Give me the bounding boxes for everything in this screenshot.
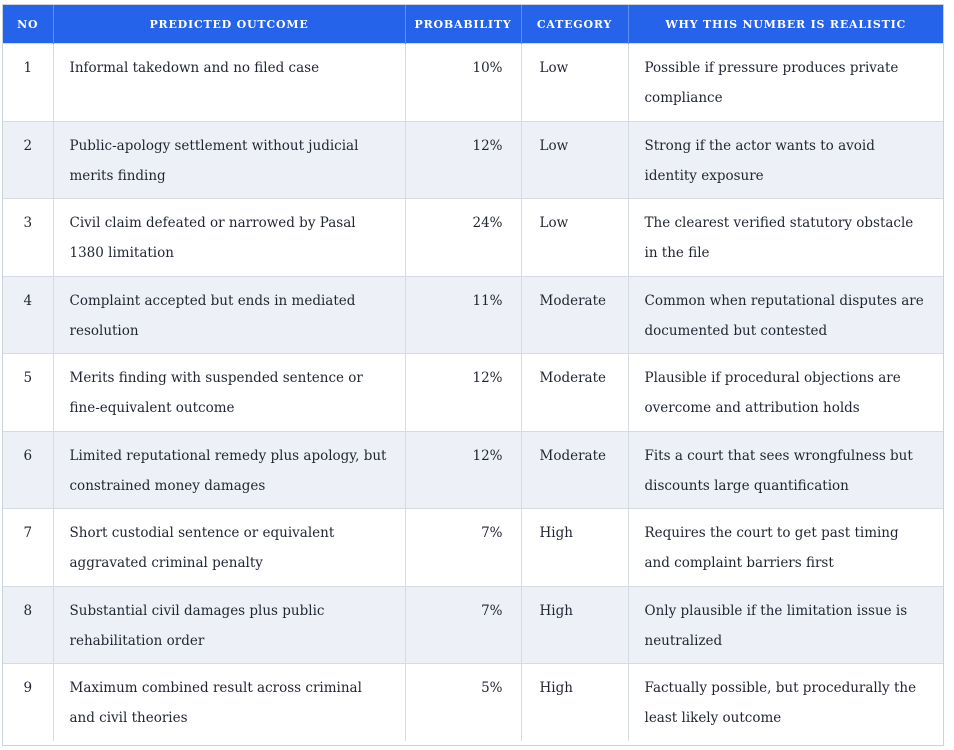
cell-probability: 7% — [405, 508, 522, 586]
cell-category: High — [521, 508, 629, 586]
table-row: 9 Maximum combined result across crimina… — [3, 663, 943, 741]
cell-outcome: Public-apology settlement without judici… — [53, 120, 406, 199]
cell-why: The clearest verified statutory obstacle… — [628, 198, 943, 276]
cell-category: Moderate — [521, 353, 629, 431]
cell-no: 5 — [3, 353, 54, 431]
cell-category: Moderate — [521, 275, 629, 354]
cell-no: 3 — [3, 198, 54, 276]
table-row: 5 Merits finding with suspended sentence… — [3, 353, 943, 431]
cell-probability: 12% — [405, 353, 522, 431]
cell-category: Low — [521, 43, 629, 121]
cell-outcome: Complaint accepted but ends in mediated … — [53, 275, 406, 354]
table-row: 8 Substantial civil damages plus public … — [3, 585, 943, 664]
cell-probability: 11% — [405, 275, 522, 354]
table-row: 2 Public-apology settlement without judi… — [3, 120, 943, 199]
cell-probability: 7% — [405, 585, 522, 664]
header-category[interactable]: CATEGORY — [521, 5, 629, 44]
cell-category: Low — [521, 120, 629, 199]
cell-outcome: Short custodial sentence or equivalent a… — [53, 508, 406, 586]
table-row: 1 Informal takedown and no filed case 10… — [3, 43, 943, 121]
outcomes-table-container: NO PREDICTED OUTCOME PROBABILITY CATEGOR… — [2, 4, 944, 746]
cell-why: Fits a court that sees wrongfulness but … — [628, 430, 943, 509]
cell-probability: 24% — [405, 198, 522, 276]
cell-outcome: Merits finding with suspended sentence o… — [53, 353, 406, 431]
cell-outcome: Informal takedown and no filed case — [53, 43, 406, 121]
cell-probability: 5% — [405, 663, 522, 741]
cell-outcome: Substantial civil damages plus public re… — [53, 585, 406, 664]
cell-why: Possible if pressure produces private co… — [628, 43, 943, 121]
cell-why: Only plausible if the limitation issue i… — [628, 585, 943, 664]
cell-why: Factually possible, but procedurally the… — [628, 663, 943, 741]
table-row: 6 Limited reputational remedy plus apolo… — [3, 430, 943, 509]
table-row: 7 Short custodial sentence or equivalent… — [3, 508, 943, 586]
cell-category: High — [521, 585, 629, 664]
table-row: 3 Civil claim defeated or narrowed by Pa… — [3, 198, 943, 276]
cell-why: Plausible if procedural objections are o… — [628, 353, 943, 431]
cell-probability: 12% — [405, 430, 522, 509]
cell-category: Low — [521, 198, 629, 276]
cell-probability: 10% — [405, 43, 522, 121]
cell-why: Requires the court to get past timing an… — [628, 508, 943, 586]
cell-outcome: Maximum combined result across criminal … — [53, 663, 406, 741]
cell-no: 6 — [3, 430, 54, 509]
cell-why: Common when reputational disputes are do… — [628, 275, 943, 354]
table-header-row: NO PREDICTED OUTCOME PROBABILITY CATEGOR… — [3, 5, 943, 44]
cell-no: 2 — [3, 120, 54, 199]
header-why-realistic[interactable]: WHY THIS NUMBER IS REALISTIC — [628, 5, 943, 44]
header-no[interactable]: NO — [3, 5, 54, 44]
cell-probability: 12% — [405, 120, 522, 199]
cell-outcome: Civil claim defeated or narrowed by Pasa… — [53, 198, 406, 276]
header-predicted-outcome[interactable]: PREDICTED OUTCOME — [53, 5, 406, 44]
cell-no: 7 — [3, 508, 54, 586]
table-row: 4 Complaint accepted but ends in mediate… — [3, 275, 943, 354]
cell-no: 9 — [3, 663, 54, 741]
cell-why: Strong if the actor wants to avoid ident… — [628, 120, 943, 199]
header-probability[interactable]: PROBABILITY — [405, 5, 522, 44]
cell-no: 4 — [3, 275, 54, 354]
cell-no: 1 — [3, 43, 54, 121]
cell-no: 8 — [3, 585, 54, 664]
cell-category: Moderate — [521, 430, 629, 509]
cell-outcome: Limited reputational remedy plus apology… — [53, 430, 406, 509]
cell-category: High — [521, 663, 629, 741]
outcomes-table: NO PREDICTED OUTCOME PROBABILITY CATEGOR… — [3, 5, 943, 741]
